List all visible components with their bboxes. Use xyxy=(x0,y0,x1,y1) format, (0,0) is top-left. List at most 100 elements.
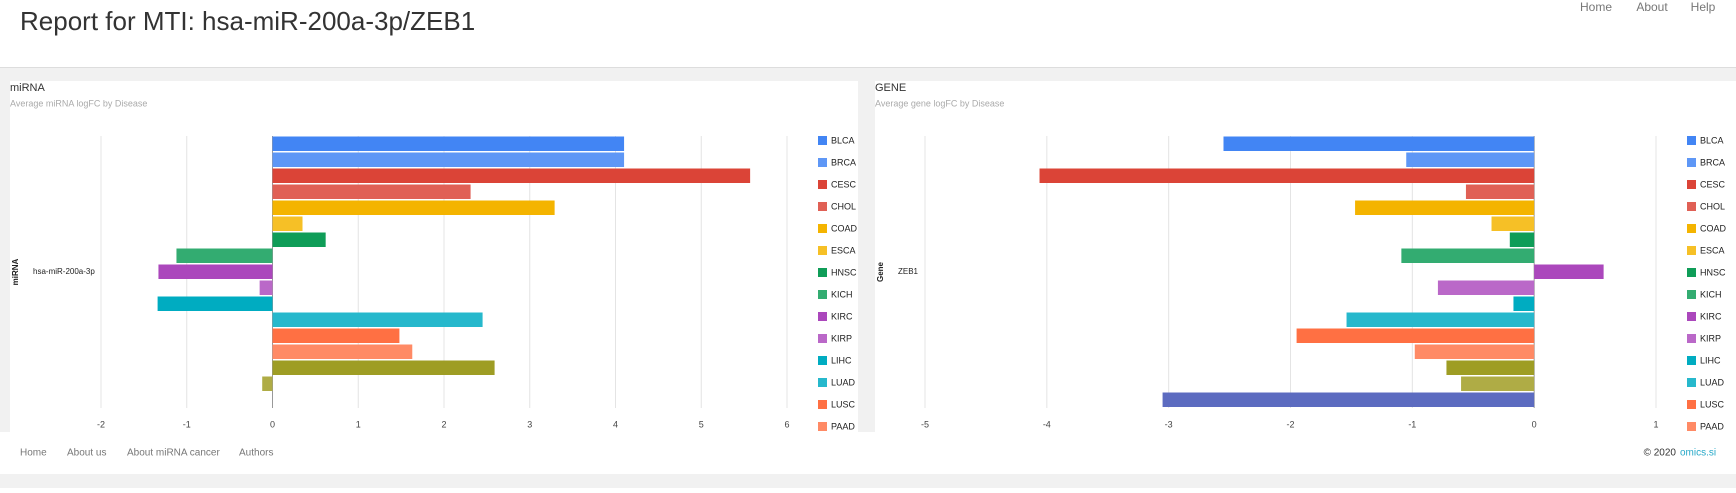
legend-swatch xyxy=(1687,334,1696,343)
legend-label: PAAD xyxy=(831,421,855,431)
legend-label: CHOL xyxy=(831,201,856,211)
bar xyxy=(1296,328,1535,343)
legend-swatch xyxy=(818,356,827,365)
panel-background xyxy=(875,81,1736,432)
legend-swatch xyxy=(1687,268,1696,277)
legend-swatch xyxy=(1687,356,1696,365)
legend-swatch xyxy=(818,290,827,299)
bar xyxy=(1491,216,1535,231)
page-title: Report for MTI: hsa-miR-200a-3p/ZEB1 xyxy=(20,6,475,36)
x-tick-label: 0 xyxy=(270,419,275,429)
legend-swatch xyxy=(818,422,827,431)
nav-link[interactable]: About xyxy=(1636,0,1668,14)
legend-swatch xyxy=(818,202,827,211)
legend-swatch xyxy=(1687,246,1696,255)
legend-swatch xyxy=(818,224,827,233)
legend-label: CESC xyxy=(1700,179,1726,189)
bar xyxy=(272,360,495,375)
bar xyxy=(1414,344,1535,359)
legend-label: LUSC xyxy=(1700,399,1725,409)
nav-link[interactable]: Help xyxy=(1691,0,1716,14)
y-axis-title: miRNA xyxy=(11,258,20,285)
legend-swatch xyxy=(818,246,827,255)
legend-label: COAD xyxy=(1700,223,1727,233)
bar xyxy=(1461,376,1535,391)
legend-swatch xyxy=(1687,312,1696,321)
category-label: hsa-miR-200a-3p xyxy=(33,267,95,276)
bar xyxy=(272,136,625,151)
x-tick-label: -1 xyxy=(1408,419,1416,429)
bar xyxy=(1223,136,1535,151)
footer-link[interactable]: Authors xyxy=(239,448,273,459)
legend-swatch xyxy=(818,334,827,343)
panel-background xyxy=(10,81,858,432)
legend-label: KIRC xyxy=(831,311,853,321)
nav-link[interactable]: Home xyxy=(1580,0,1612,14)
legend-swatch xyxy=(818,312,827,321)
bar xyxy=(1465,184,1535,199)
legend-swatch xyxy=(818,136,827,145)
legend-swatch xyxy=(1687,158,1696,167)
chart-subtitle: Average miRNA logFC by Disease xyxy=(10,98,147,108)
x-tick-label: 1 xyxy=(1653,419,1658,429)
bar xyxy=(272,344,413,359)
chart-subtitle: Average gene logFC by Disease xyxy=(875,98,1004,108)
x-tick-label: 5 xyxy=(699,419,704,429)
legend-label: KICH xyxy=(1700,289,1722,299)
legend-label: ESCA xyxy=(831,245,856,255)
legend-swatch xyxy=(1687,180,1696,189)
legend-label: BRCA xyxy=(831,157,856,167)
x-tick-label: -5 xyxy=(921,419,929,429)
bar xyxy=(272,200,555,215)
bar xyxy=(176,248,273,263)
bar xyxy=(262,376,273,391)
footer-link[interactable]: Home xyxy=(20,448,47,459)
legend-swatch xyxy=(818,158,827,167)
x-tick-label: -3 xyxy=(1165,419,1173,429)
legend-label: LUAD xyxy=(831,377,856,387)
bar xyxy=(272,216,303,231)
x-tick-label: 1 xyxy=(356,419,361,429)
footer-link[interactable]: About miRNA cancer xyxy=(127,448,220,459)
legend-label: KICH xyxy=(831,289,853,299)
bar xyxy=(158,264,273,279)
legend-label: HNSC xyxy=(831,267,857,277)
legend-label: ESCA xyxy=(1700,245,1725,255)
chart-panel: GENE Average gene logFC by Disease -5 -4 -3 -… xyxy=(875,81,1736,432)
legend-label: LIHC xyxy=(831,355,852,365)
bar xyxy=(272,168,751,183)
header xyxy=(0,0,1736,67)
legend-label: PAAD xyxy=(1700,421,1724,431)
x-tick-label: 6 xyxy=(784,419,789,429)
legend-swatch xyxy=(1687,224,1696,233)
x-tick-label: -2 xyxy=(97,419,105,429)
bar xyxy=(259,280,273,295)
x-tick-label: -2 xyxy=(1286,419,1294,429)
bar xyxy=(272,312,483,327)
chart-panel: miRNA Average miRNA logFC by Disease -2 -1 0… xyxy=(10,81,858,432)
legend-swatch xyxy=(1687,202,1696,211)
chart-title: GENE xyxy=(875,82,906,94)
legend-swatch xyxy=(818,180,827,189)
legend-label: HNSC xyxy=(1700,267,1726,277)
x-tick-label: -4 xyxy=(1043,419,1051,429)
footer-link[interactable]: About us xyxy=(67,448,106,459)
legend-label: KIRP xyxy=(831,333,852,343)
y-axis-title: Gene xyxy=(876,261,885,282)
legend-swatch xyxy=(818,400,827,409)
chart-title: miRNA xyxy=(10,82,45,94)
bar xyxy=(1446,360,1535,375)
copyright: © 2020 xyxy=(1644,448,1677,459)
legend-label: BRCA xyxy=(1700,157,1725,167)
x-tick-label: 0 xyxy=(1532,419,1537,429)
site-link[interactable]: omics.si xyxy=(1680,448,1716,459)
legend-label: BLCA xyxy=(831,135,855,145)
bar xyxy=(1437,280,1535,295)
category-label: ZEB1 xyxy=(898,267,919,276)
legend-label: LIHC xyxy=(1700,355,1721,365)
legend-swatch xyxy=(818,268,827,277)
bar xyxy=(1534,264,1604,279)
bar xyxy=(1162,392,1535,407)
legend-label: CHOL xyxy=(1700,201,1725,211)
